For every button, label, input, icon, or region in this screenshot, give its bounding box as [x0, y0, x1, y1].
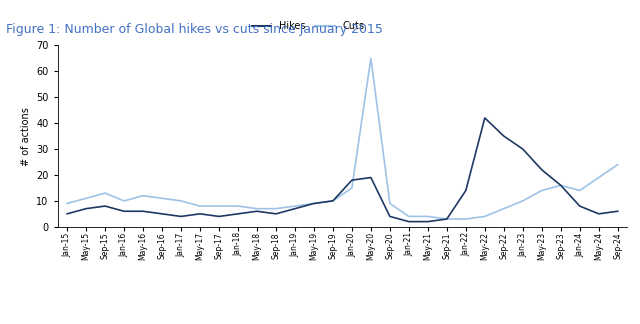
Text: Figure 1: Number of Global hikes vs cuts since January 2015: Figure 1: Number of Global hikes vs cuts…: [6, 23, 383, 36]
Y-axis label: # of actions: # of actions: [20, 107, 31, 166]
Legend: Hikes, Cuts: Hikes, Cuts: [248, 17, 369, 35]
